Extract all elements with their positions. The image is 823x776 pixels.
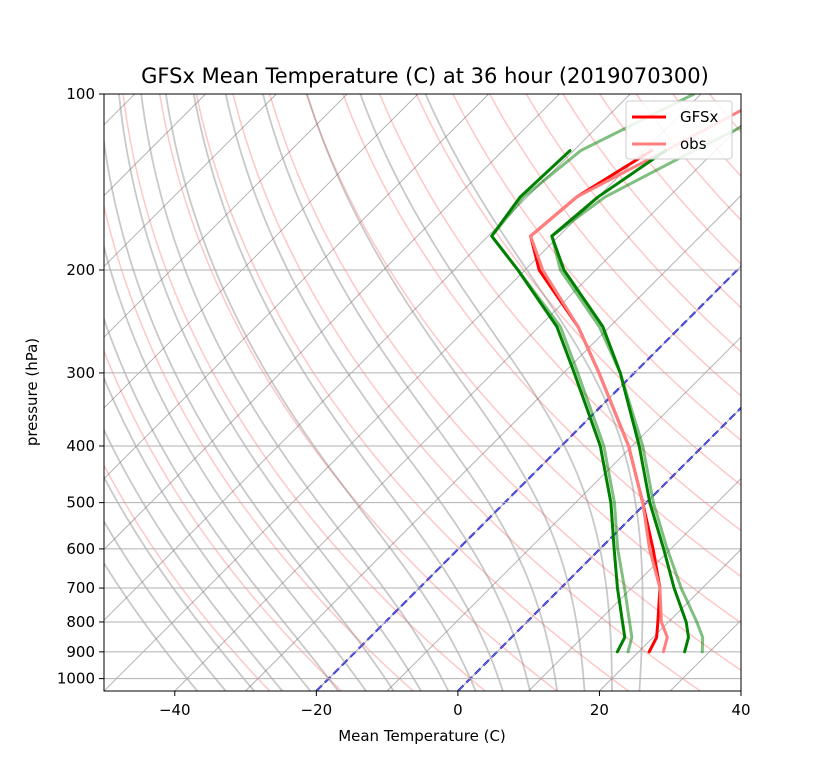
moist-adiabat-line	[104, 519, 227, 691]
plot-axes	[103, 93, 742, 692]
dry-adiabat-line	[232, 94, 701, 691]
moist-adiabat-line	[306, 94, 586, 691]
dry-adiabat-line	[104, 202, 414, 691]
data-series	[490, 94, 741, 654]
isotherm-line	[599, 548, 741, 691]
reference-lines	[104, 94, 823, 691]
isotherm-line	[457, 407, 741, 691]
moist-adiabat-line	[104, 475, 255, 691]
dry-adiabat-line	[158, 94, 558, 691]
isotherm-line	[316, 265, 741, 691]
isotherm-line	[104, 94, 560, 551]
moist-adiabat-line	[104, 561, 199, 691]
dry-adiabat-line	[104, 463, 271, 691]
moist-adiabat-line	[104, 316, 339, 691]
y-tick-label: 1000	[57, 670, 95, 688]
isotherm-line	[104, 94, 206, 197]
moist-adiabat-line	[224, 94, 531, 691]
x-tick-label: 0	[453, 701, 463, 719]
moist-adiabat-line	[140, 94, 450, 691]
plot-frame	[103, 93, 742, 692]
isotherm-line	[104, 94, 489, 480]
y-axis-ticks: 100 200 300 400 500 600 700 800 900 1000	[57, 85, 104, 688]
moist-adiabat-line	[104, 135, 395, 691]
moist-adiabat-line	[118, 94, 422, 691]
y-tick-label: 800	[66, 613, 95, 631]
ensemble-series-line	[550, 125, 741, 654]
ensemble-series-line	[490, 94, 696, 654]
isotherm-line	[528, 478, 741, 691]
x-tick-label: 20	[590, 701, 609, 719]
plot-background	[104, 94, 741, 691]
dry-adiabat-line	[268, 94, 741, 672]
x-axis-ticks: −40 −20 0 20 40	[159, 691, 751, 719]
dry-adiabat-line	[122, 94, 486, 691]
x-tick-label: −40	[159, 701, 191, 719]
y-tick-label: 400	[66, 437, 95, 455]
isotherm-line	[174, 124, 741, 691]
moist-adiabat-line	[359, 94, 613, 691]
legend: GFSx obs	[625, 100, 733, 160]
y-tick-label: 900	[66, 643, 95, 661]
x-tick-label: 40	[731, 701, 750, 719]
isotherm-line	[104, 94, 348, 338]
isotherm-line	[104, 94, 419, 409]
y-tick-label: 200	[66, 261, 95, 279]
y-tick-label: 700	[66, 579, 95, 597]
isotherm-line	[740, 690, 741, 691]
chart-title: GFSx Mean Temperature (C) at 36 hour (20…	[141, 64, 709, 88]
dry-adiabat-line	[305, 94, 741, 624]
dry-adiabat-line	[525, 94, 741, 353]
y-tick-label: 100	[66, 85, 95, 103]
isotherm-line	[386, 336, 741, 691]
isotherm-line	[104, 94, 631, 621]
isotherm-line	[812, 94, 823, 691]
moist-adiabat-line	[192, 94, 504, 691]
isotherm-line	[245, 194, 741, 691]
dry-adiabat-line	[415, 94, 741, 487]
dry-adiabat-line	[488, 94, 741, 397]
y-axis-label: pressure (hPa)	[23, 338, 41, 446]
dry-adiabat-line	[378, 94, 741, 532]
moist-adiabat-line	[104, 427, 283, 691]
dry-adiabat-line	[195, 94, 630, 691]
x-tick-label: −20	[301, 701, 333, 719]
moist-adiabat-line	[104, 243, 367, 691]
legend-label-obs: obs	[680, 135, 707, 153]
moist-adiabat-line	[424, 94, 644, 691]
dry-adiabat-line	[452, 94, 741, 442]
y-tick-label: 300	[66, 364, 95, 382]
dry-adiabat-line	[104, 349, 342, 691]
dry-adiabat-line	[342, 94, 741, 578]
legend-label-gfsx: GFSx	[680, 108, 719, 126]
moist-adiabat-line	[262, 94, 559, 691]
y-tick-label: 600	[66, 540, 95, 558]
series-obs-line	[529, 108, 741, 654]
moist-adiabat-line	[165, 94, 477, 691]
isotherm-line	[104, 94, 277, 267]
moist-adiabat-line	[104, 375, 312, 691]
x-axis-label: Mean Temperature (C)	[338, 727, 506, 745]
y-tick-label: 500	[66, 494, 95, 512]
